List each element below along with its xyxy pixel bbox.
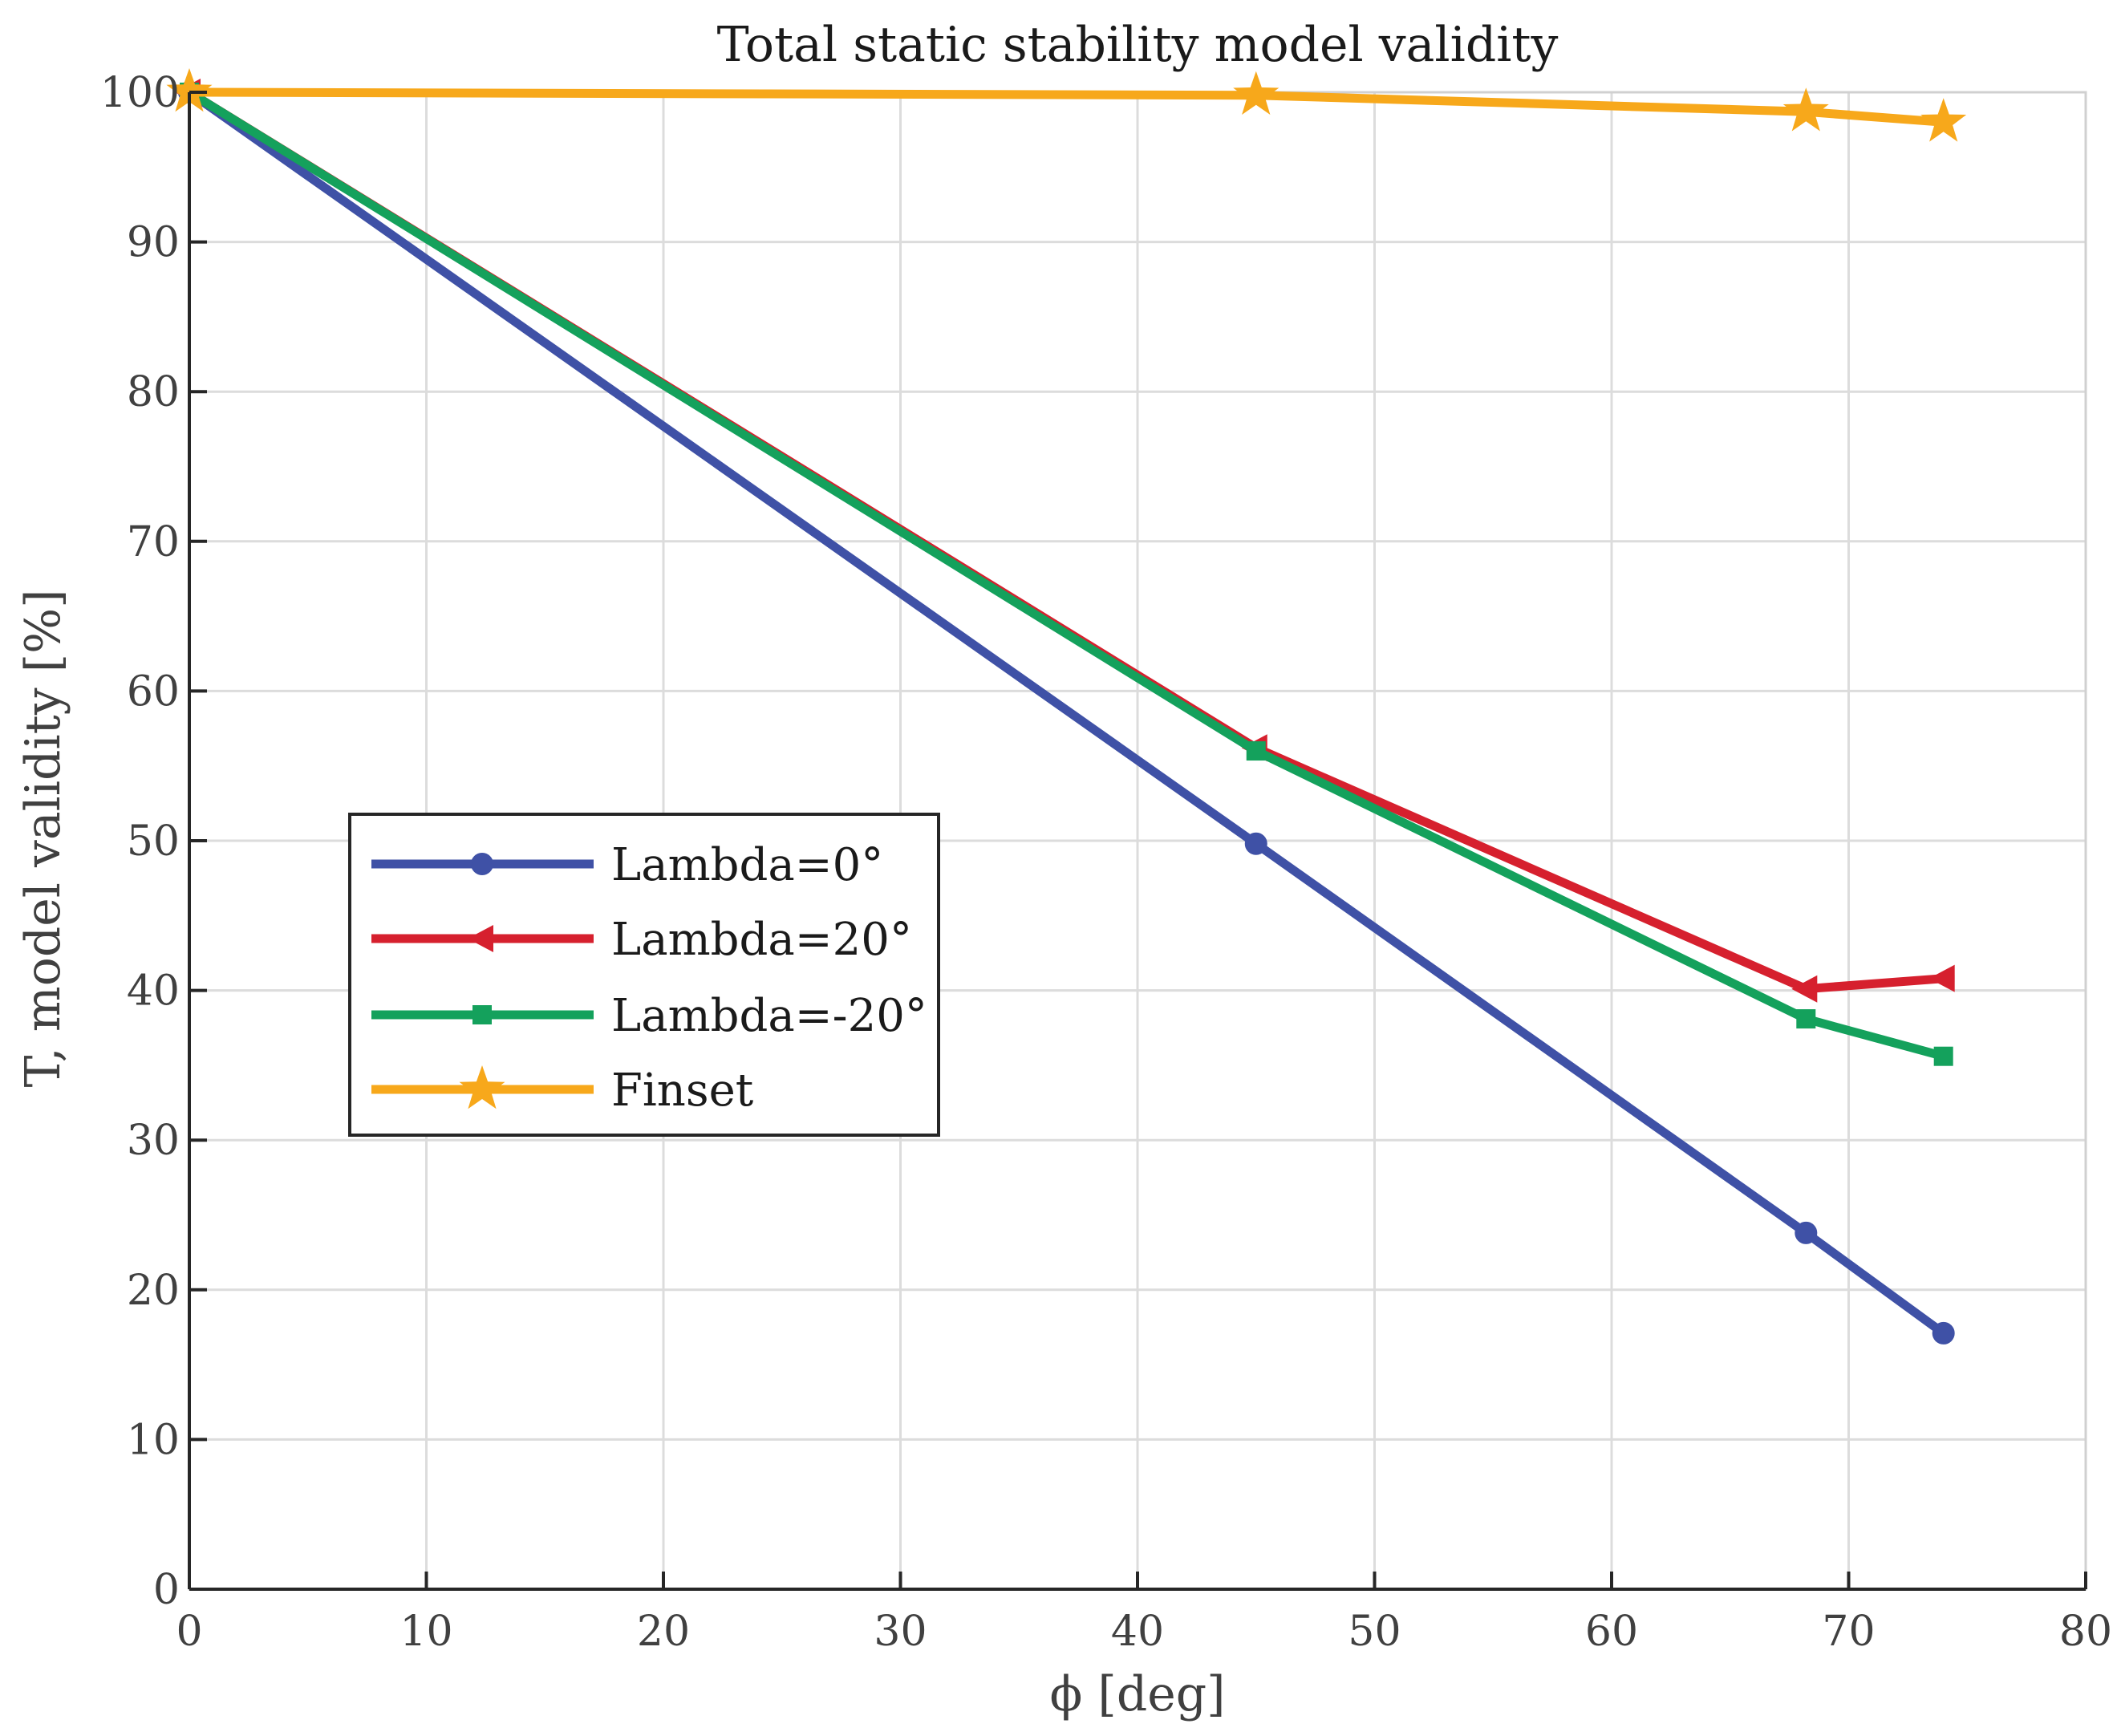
y-tick-label: 40 bbox=[127, 967, 180, 1016]
y-tick-label: 60 bbox=[127, 667, 180, 716]
legend-label: Lambda=0° bbox=[611, 839, 883, 891]
y-tick-label: 20 bbox=[127, 1267, 180, 1315]
legend-swatch-marker bbox=[472, 854, 493, 874]
series-2-point bbox=[1247, 741, 1266, 761]
x-tick-label: 20 bbox=[637, 1608, 690, 1656]
chart: 0 10 20 30 40 50 60 70 800102030405060708090100 … bbox=[0, 0, 2121, 1736]
x-tick-label: 70 bbox=[1822, 1608, 1875, 1656]
x-tick-label: 40 bbox=[1111, 1608, 1164, 1656]
series-0-point bbox=[1795, 1223, 1816, 1243]
x-tick-label: 30 bbox=[874, 1608, 927, 1656]
x-tick-label: 0 bbox=[176, 1608, 202, 1656]
series-2-point bbox=[1796, 1009, 1815, 1028]
x-tick-label: 60 bbox=[1585, 1608, 1638, 1656]
y-tick-label: 100 bbox=[100, 69, 180, 117]
y-tick-label: 80 bbox=[127, 368, 180, 416]
y-tick-label: 70 bbox=[127, 518, 180, 566]
legend-label: Lambda=-20° bbox=[611, 990, 927, 1042]
x-tick-label: 80 bbox=[2059, 1608, 2112, 1656]
x-tick-label: 10 bbox=[399, 1608, 452, 1656]
x-tick-label: 50 bbox=[1348, 1608, 1401, 1656]
series-0-point bbox=[1246, 834, 1267, 854]
chart-title: Total static stability model validity bbox=[717, 17, 1559, 73]
legend-swatch-marker bbox=[472, 1005, 492, 1024]
y-tick-label: 30 bbox=[127, 1117, 180, 1165]
y-tick-label: 50 bbox=[127, 817, 180, 866]
y-tick-label: 0 bbox=[153, 1566, 180, 1614]
y-tick-label: 90 bbox=[127, 219, 180, 267]
y-axis-title: T, model validity [%] bbox=[15, 589, 71, 1087]
legend: Lambda=0° Lambda=20° Lambda=-20° Finset bbox=[350, 814, 939, 1135]
series-0-point bbox=[1933, 1323, 1954, 1344]
y-tick-label: 10 bbox=[127, 1416, 180, 1464]
x-axis-title: ϕ [deg] bbox=[1049, 1666, 1225, 1722]
legend-label: Lambda=20° bbox=[611, 914, 912, 966]
legend-label: Finset bbox=[611, 1065, 754, 1117]
series-2-point bbox=[1934, 1047, 1953, 1066]
